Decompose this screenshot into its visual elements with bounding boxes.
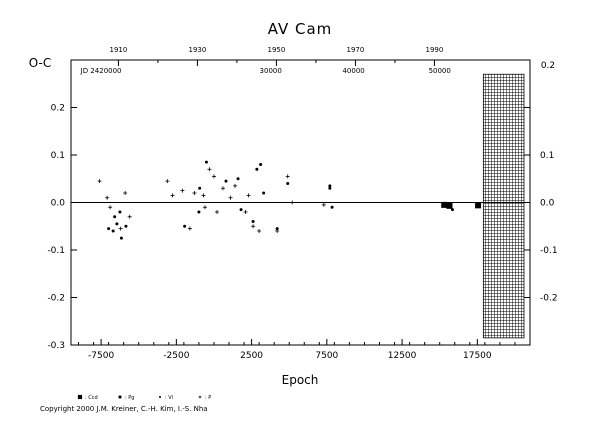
data-point-dot <box>197 210 201 214</box>
data-point-dot <box>275 227 279 231</box>
y-axis-label: O-C <box>29 56 52 70</box>
data-point-dot <box>115 222 119 226</box>
year-tick-label: 1990 <box>426 46 444 54</box>
data-point-dot <box>236 177 240 181</box>
copyright-text: Copyright 2000 J.M. Kreiner, C.-H. Kim, … <box>40 405 208 413</box>
data-point-dot <box>119 236 123 240</box>
legend-label: : Ccd <box>85 395 98 401</box>
year-tick-label: 1910 <box>109 46 127 54</box>
data-point-dot <box>262 191 266 195</box>
jd-label: 50000 <box>429 67 451 75</box>
data-point-dot <box>107 227 111 231</box>
x-tick-label: -2500 <box>163 351 189 361</box>
year-tick-label: 1930 <box>188 46 206 54</box>
data-point-dot <box>251 220 255 223</box>
data-point-dot <box>286 182 290 185</box>
data-point-dot <box>328 184 332 188</box>
x-tick-label: -7500 <box>88 351 114 361</box>
right-y-tick-label: 0.1 <box>540 151 554 161</box>
legend-marker-square <box>77 394 83 400</box>
data-point-dot <box>224 179 228 183</box>
jd-label: 30000 <box>260 67 282 75</box>
jd-label: 40000 <box>342 67 364 75</box>
jd-label: JD 2420000 <box>80 67 122 75</box>
chart-title: AV Cam <box>268 20 333 38</box>
x-tick-label: 12500 <box>388 351 417 361</box>
data-points <box>97 160 482 240</box>
x-axis-label: Epoch <box>282 373 319 387</box>
data-point-dot <box>239 208 243 212</box>
legend-label: : Pg <box>125 395 134 401</box>
data-point-dot <box>118 210 122 214</box>
x-tick-label: 7500 <box>315 351 338 361</box>
y-tick-label: -0.2 <box>47 294 65 304</box>
year-tick-label: 1970 <box>347 46 365 54</box>
y-tick-label: 0.2 <box>51 104 65 114</box>
legend: : Ccd : Pg : Vi : P <box>77 394 211 401</box>
data-point-dot <box>204 160 208 164</box>
legend-marker-square-small <box>118 395 122 399</box>
y-tick-label: -0.1 <box>47 246 65 256</box>
right-y-tick-label: 0.0 <box>540 199 555 209</box>
legend-label: : P <box>205 395 211 401</box>
data-point-square <box>441 201 448 208</box>
axis-ticks: -7500 -2500 2500 7500 12500 17500 -0.3 -0.2 -0.1… <box>47 46 557 361</box>
data-point-dot <box>259 163 263 166</box>
right-y-tick-label: -0.1 <box>540 246 558 256</box>
data-point-dot <box>113 215 117 219</box>
data-point-square <box>446 202 453 209</box>
data-point-square <box>475 202 482 209</box>
data-point-dot <box>328 186 332 190</box>
data-point-dot <box>111 229 115 233</box>
y-tick-label: 0.0 <box>51 199 66 209</box>
legend-marker-dot <box>158 395 162 399</box>
legend-label: : Vi <box>165 395 173 401</box>
x-tick-label: 17500 <box>463 351 492 361</box>
y-tick-label: -0.3 <box>47 341 65 351</box>
year-tick-label: 1950 <box>268 46 286 54</box>
data-point-dot <box>124 224 128 228</box>
data-point-dot <box>255 167 259 171</box>
right-axis-label: 0.2 <box>541 61 555 71</box>
hatched-region <box>482 73 525 339</box>
data-point-dot <box>330 205 334 209</box>
data-point-dot <box>198 186 202 190</box>
data-point-dot <box>450 208 454 212</box>
right-y-tick-label: -0.2 <box>540 294 558 304</box>
data-point-dot <box>183 224 187 228</box>
x-tick-label: 2500 <box>240 351 263 361</box>
y-tick-label: 0.1 <box>51 151 65 161</box>
